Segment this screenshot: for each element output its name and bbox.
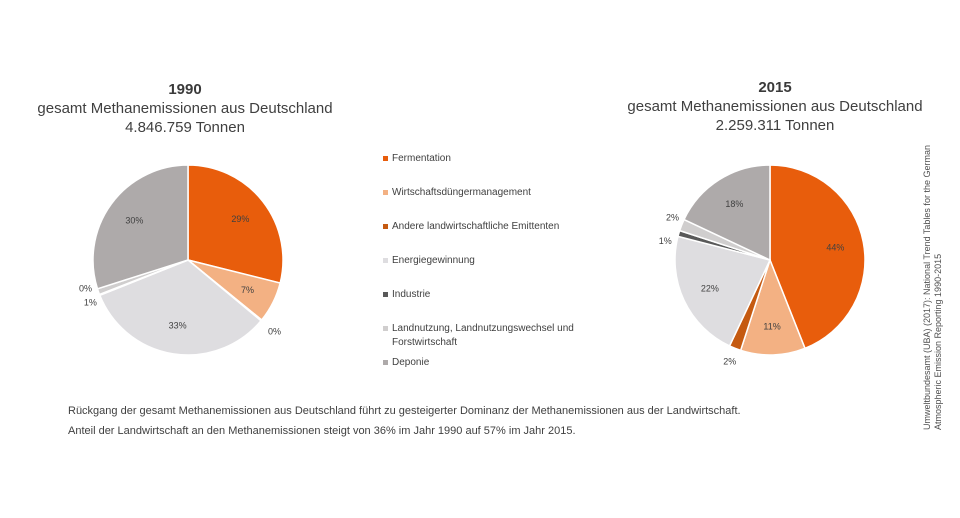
- pie-slice-1990-3: [98, 259, 263, 356]
- legend-item-landnutzung: Landnutzung, Landnutzungswechsel und For…: [383, 322, 583, 350]
- pie-chart-2015: 44% 11% 2% 22% 1% 2% 18%: [659, 164, 866, 367]
- legend-swatch: [383, 292, 388, 297]
- source-line-1: Umweltbundesamt (UBA) (2017): National T…: [922, 145, 932, 430]
- pie-label-1990-0: 29%: [231, 214, 249, 224]
- legend-label: Energiegewinnung: [392, 255, 475, 266]
- source-line-2: Atmospheric Emission Reporting 1990-2015: [933, 253, 943, 430]
- legend-label: Industrie: [392, 289, 431, 300]
- legend-swatch: [383, 326, 388, 331]
- pie-label-1990-1: 7%: [241, 285, 254, 295]
- legend-item-energiegewinnung: Energiegewinnung: [383, 254, 475, 268]
- legend-swatch: [383, 224, 388, 229]
- pie-label-1990-6: 30%: [125, 216, 143, 226]
- chart-total-2015: 2.259.311 Tonnen: [715, 117, 835, 134]
- pie-slice-2015-6: [683, 164, 771, 262]
- pie-label-2015-3: 22%: [701, 283, 719, 293]
- pie-label-1990-3: 33%: [169, 321, 187, 331]
- legend-swatch: [383, 190, 388, 195]
- pie-label-2015-5: 2%: [666, 212, 679, 222]
- caption-line-1: Rückgang der gesamt Methanemissionen aus…: [68, 405, 741, 417]
- legend-swatch: [383, 258, 388, 263]
- legend-swatch: [383, 360, 388, 365]
- legend-label: Deponie: [392, 357, 430, 368]
- pie-slice-1990-6: [92, 164, 189, 290]
- pie-label-1990-5: 1%: [84, 297, 97, 307]
- pie-slice-2015-3: [674, 235, 772, 347]
- pie-label-2015-2: 2%: [723, 357, 736, 367]
- legend-item-deponie: Deponie: [383, 356, 429, 370]
- pie-slice-2015-1: [739, 257, 806, 356]
- legend-label: Fermentation: [392, 153, 451, 164]
- legend-label: Landnutzung, Landnutzungswechsel und For…: [392, 323, 574, 348]
- chart-total-1990: 4.846.759 Tonnen: [125, 119, 245, 136]
- legend-label: Wirtschaftsdüngermanagement: [392, 187, 531, 198]
- caption-line-2: Anteil der Landwirtschaft an den Methane…: [68, 425, 576, 437]
- legend-item-andere-emittenten: Andere landwirtschaftliche Emittenten: [383, 220, 559, 234]
- chart-subtitle-1990: gesamt Methanemissionen aus Deutschland: [37, 100, 333, 117]
- chart-subtitle-2015: gesamt Methanemissionen aus Deutschland: [627, 98, 923, 115]
- legend-swatch: [383, 156, 388, 161]
- legend-item-industrie: Industrie: [383, 288, 430, 302]
- legend-label: Andere landwirtschaftliche Emittenten: [392, 221, 560, 232]
- caption: Rückgang der gesamt Methanemissionen aus…: [68, 401, 888, 441]
- pie-slice-1990-0: [187, 164, 284, 284]
- pie-slice-2015-0: [769, 164, 866, 350]
- chart-year-1990: 1990: [168, 81, 202, 98]
- pie-label-2015-1: 11%: [763, 321, 780, 331]
- chart-title-2015: 2015 gesamt Methanemissionen aus Deutsch…: [610, 78, 940, 135]
- pie-label-2015-0: 44%: [826, 243, 844, 253]
- pie-label-1990-4: 0%: [79, 283, 92, 293]
- pie-label-2015-4: 1%: [659, 236, 672, 246]
- pie-label-1990-2: 0%: [268, 326, 281, 336]
- chart-year-2015: 2015: [758, 79, 792, 96]
- chart-title-1990: 1990 gesamt Methanemissionen aus Deutsch…: [20, 80, 350, 137]
- pie-label-2015-6: 18%: [725, 199, 743, 209]
- pie-chart-1990: 29% 7% 0% 33% 0% 1% 30%: [79, 164, 284, 356]
- legend-item-fermentation: Fermentation: [383, 152, 451, 166]
- legend-item-wirtschaftsduenger: Wirtschaftsdüngermanagement: [383, 186, 531, 200]
- source-note: Umweltbundesamt (UBA) (2017): National T…: [922, 100, 944, 430]
